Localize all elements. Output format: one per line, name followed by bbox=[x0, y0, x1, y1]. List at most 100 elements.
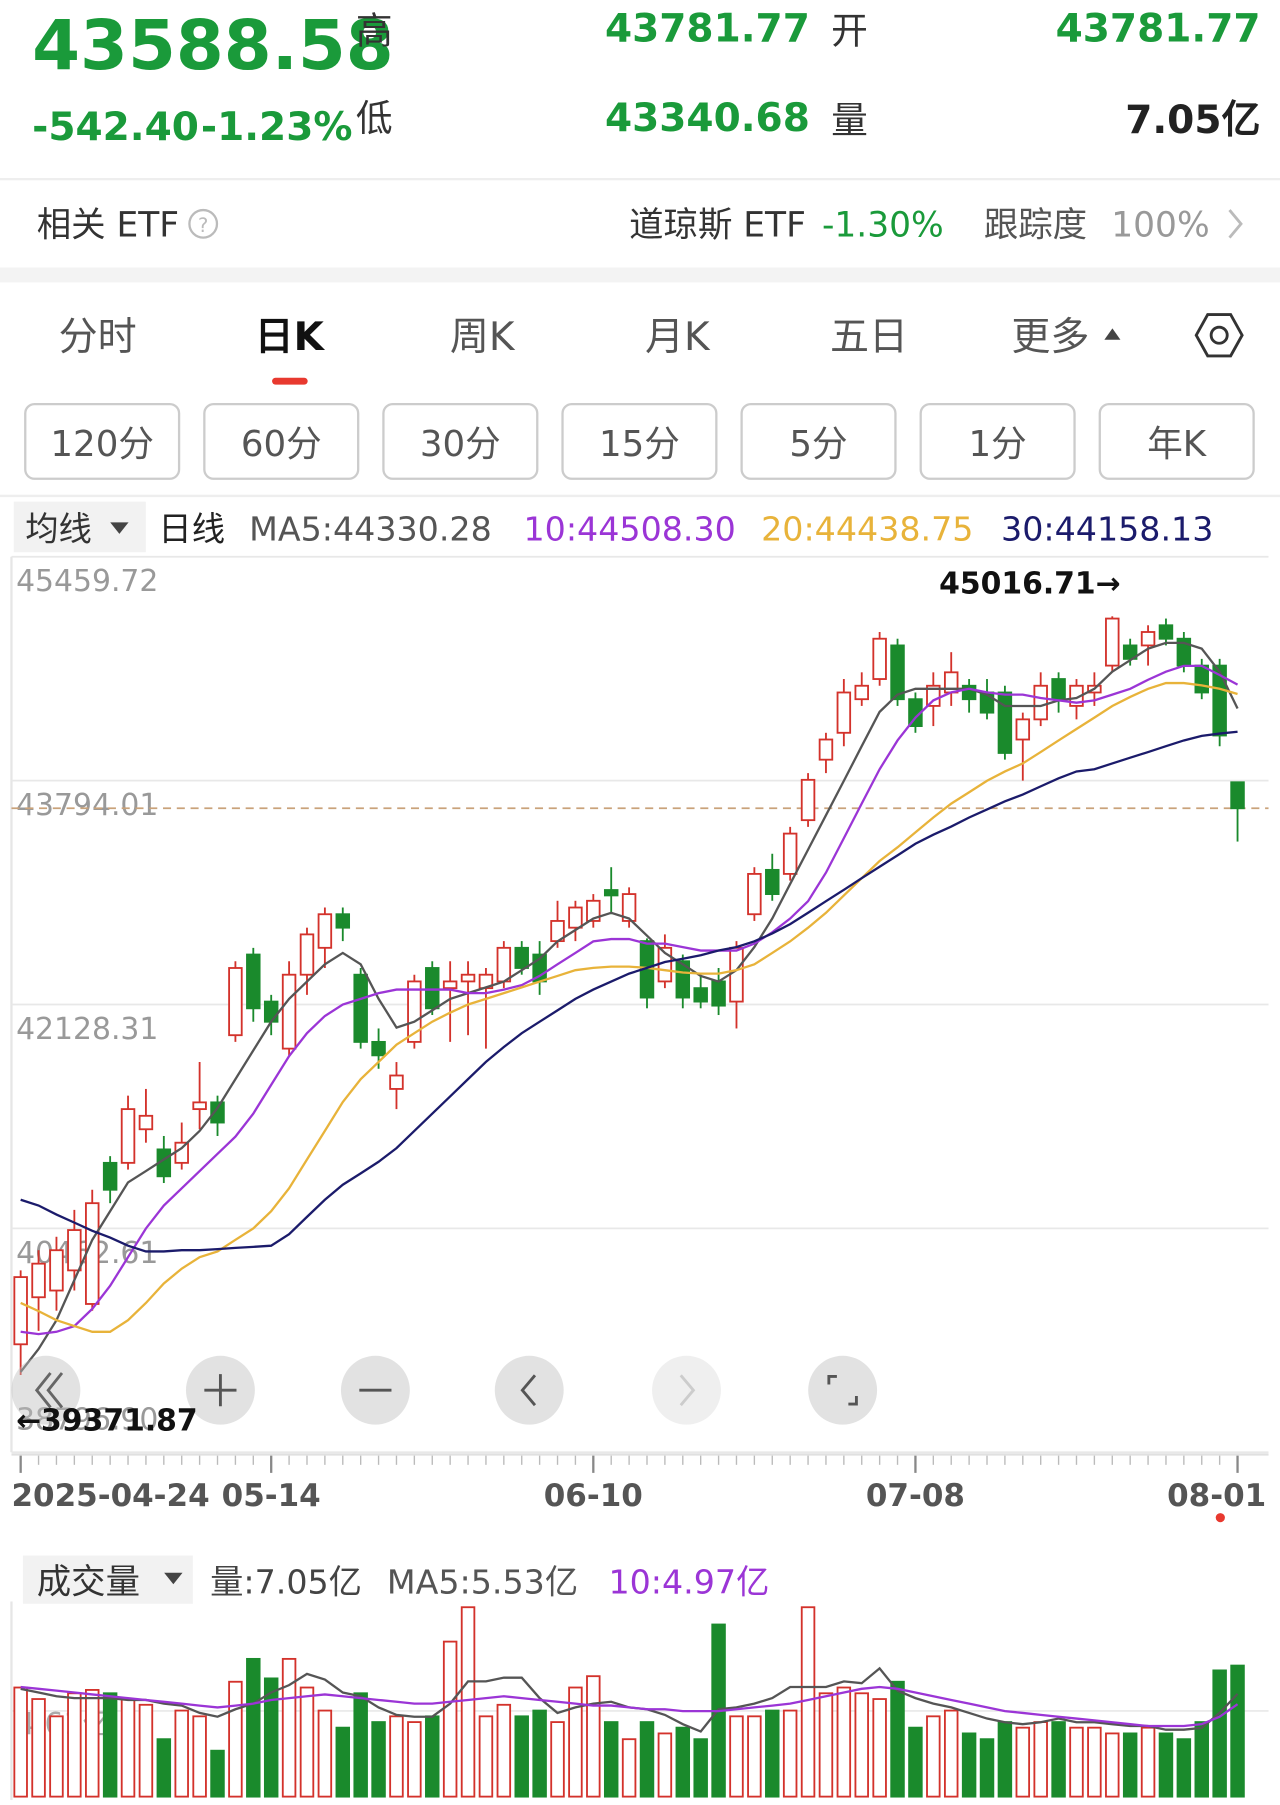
period-button[interactable] bbox=[561, 402, 718, 480]
tab[interactable]: 月K bbox=[645, 315, 711, 360]
volume-bar bbox=[317, 1709, 333, 1798]
etf-row[interactable]: 相关 ETF ? 道琼斯 ETF -1.30% 跟踪度 100% bbox=[37, 205, 1243, 245]
volume-bar bbox=[854, 1692, 869, 1798]
candle-body bbox=[442, 980, 458, 990]
etf-name: 道琼斯 ETF bbox=[629, 205, 806, 245]
etf-label: 相关 ETF bbox=[37, 205, 179, 245]
volume-bar bbox=[299, 1686, 315, 1798]
candle-body bbox=[85, 1202, 100, 1305]
period-button[interactable] bbox=[382, 402, 539, 480]
volume-bar bbox=[639, 1721, 655, 1798]
rewind-button[interactable] bbox=[11, 1355, 81, 1425]
max-label: 45016.71→ bbox=[939, 567, 1121, 602]
volume-current: 量:7.05亿 bbox=[210, 1562, 362, 1601]
volume-bar bbox=[460, 1606, 476, 1798]
period-button[interactable] bbox=[24, 402, 181, 480]
help-icon-glyph: ? bbox=[198, 214, 208, 237]
volume-bar bbox=[1212, 1669, 1227, 1798]
next-button[interactable] bbox=[652, 1355, 721, 1425]
legend-entry: 10:44508.30 bbox=[523, 510, 735, 549]
candle-body bbox=[729, 946, 744, 1003]
volume-bar bbox=[13, 1686, 28, 1798]
section-gap bbox=[0, 267, 1280, 283]
low-value: 43340.68 bbox=[605, 96, 810, 141]
volume-indicator-button[interactable] bbox=[22, 1555, 193, 1604]
tab[interactable]: 分时 bbox=[59, 315, 137, 360]
volume-bar bbox=[389, 1715, 404, 1798]
tab[interactable]: 周K bbox=[450, 315, 516, 360]
volume-bar bbox=[747, 1715, 762, 1798]
candle-body bbox=[389, 1074, 404, 1090]
prev-icon bbox=[520, 1374, 537, 1407]
high-label: 高 bbox=[356, 10, 393, 53]
volume-ma-line bbox=[20, 1685, 1239, 1728]
candle-body bbox=[281, 973, 297, 1050]
prev-button[interactable] bbox=[494, 1355, 564, 1425]
rewind-icon bbox=[34, 1372, 64, 1409]
high-value: 43781.77 bbox=[605, 6, 810, 51]
fullscreen-button[interactable] bbox=[808, 1355, 878, 1425]
y-tick-label: 38796.90 bbox=[16, 1402, 158, 1437]
candle-body bbox=[371, 1040, 386, 1057]
open-value: 43781.77 bbox=[1056, 6, 1261, 51]
volume-bar bbox=[120, 1698, 136, 1798]
volume-bar bbox=[1122, 1732, 1138, 1798]
x-tick-label: 06-10 bbox=[544, 1478, 643, 1514]
volume-title: 成交量 bbox=[37, 1562, 140, 1602]
candle-body bbox=[192, 1101, 207, 1111]
volume-bar bbox=[1015, 1726, 1031, 1798]
candle-body bbox=[460, 973, 476, 983]
period-button[interactable] bbox=[919, 402, 1076, 480]
period-button[interactable] bbox=[740, 402, 897, 480]
volume-bar bbox=[49, 1715, 64, 1798]
last-price: 43588.58 bbox=[32, 6, 394, 86]
candle-body bbox=[926, 684, 941, 707]
volume-bar bbox=[85, 1689, 100, 1798]
today-dot bbox=[1215, 1513, 1225, 1523]
y-tick-label: 43794.01 bbox=[16, 788, 158, 823]
legend-entry: MA5:44330.28 bbox=[249, 510, 492, 549]
volume-bar bbox=[1194, 1721, 1209, 1798]
candle-body bbox=[1105, 617, 1120, 667]
chart-period: 日线 bbox=[158, 510, 225, 549]
volume-bar bbox=[1230, 1664, 1245, 1798]
tab[interactable]: 更多 bbox=[1011, 315, 1089, 360]
volume-bar bbox=[496, 1703, 512, 1798]
legend-entry: 30:44158.13 bbox=[1001, 510, 1213, 549]
period-label: 1分 bbox=[969, 424, 1027, 465]
fullscreen-icon bbox=[827, 1375, 858, 1406]
volume-bar bbox=[586, 1675, 601, 1798]
dropdown-arrow bbox=[164, 1572, 183, 1585]
period-button[interactable] bbox=[1098, 402, 1255, 480]
help-icon[interactable] bbox=[188, 208, 219, 239]
period-button[interactable] bbox=[203, 402, 360, 480]
candle-body bbox=[49, 1249, 64, 1292]
volume-bar bbox=[156, 1738, 172, 1798]
volume-bar bbox=[174, 1709, 189, 1798]
volume-bar bbox=[657, 1732, 673, 1798]
candle-body bbox=[1140, 631, 1156, 647]
candle-body bbox=[496, 946, 512, 983]
volume-bar bbox=[1087, 1726, 1102, 1798]
volume-bar bbox=[890, 1680, 905, 1798]
volume-bar bbox=[353, 1692, 368, 1798]
tab[interactable]: 五日 bbox=[830, 315, 908, 360]
volume-bar bbox=[1158, 1732, 1174, 1798]
candle-body bbox=[138, 1114, 154, 1131]
candle-body bbox=[711, 980, 726, 1007]
tab[interactable]: 日K bbox=[255, 315, 326, 360]
settings-button[interactable] bbox=[1194, 313, 1244, 358]
volume-bar bbox=[675, 1726, 691, 1798]
volume-bar bbox=[603, 1721, 619, 1798]
volume-bar bbox=[568, 1686, 583, 1798]
volume-bar bbox=[926, 1715, 941, 1798]
volume-bar bbox=[138, 1703, 154, 1798]
volume-label: 量 bbox=[831, 99, 868, 142]
open-label: 开 bbox=[831, 10, 868, 53]
legend-entry: MA5:5.53亿 bbox=[387, 1562, 578, 1601]
period-label: 年K bbox=[1147, 424, 1208, 465]
candle-body bbox=[675, 960, 691, 999]
volume-bar bbox=[210, 1749, 225, 1798]
